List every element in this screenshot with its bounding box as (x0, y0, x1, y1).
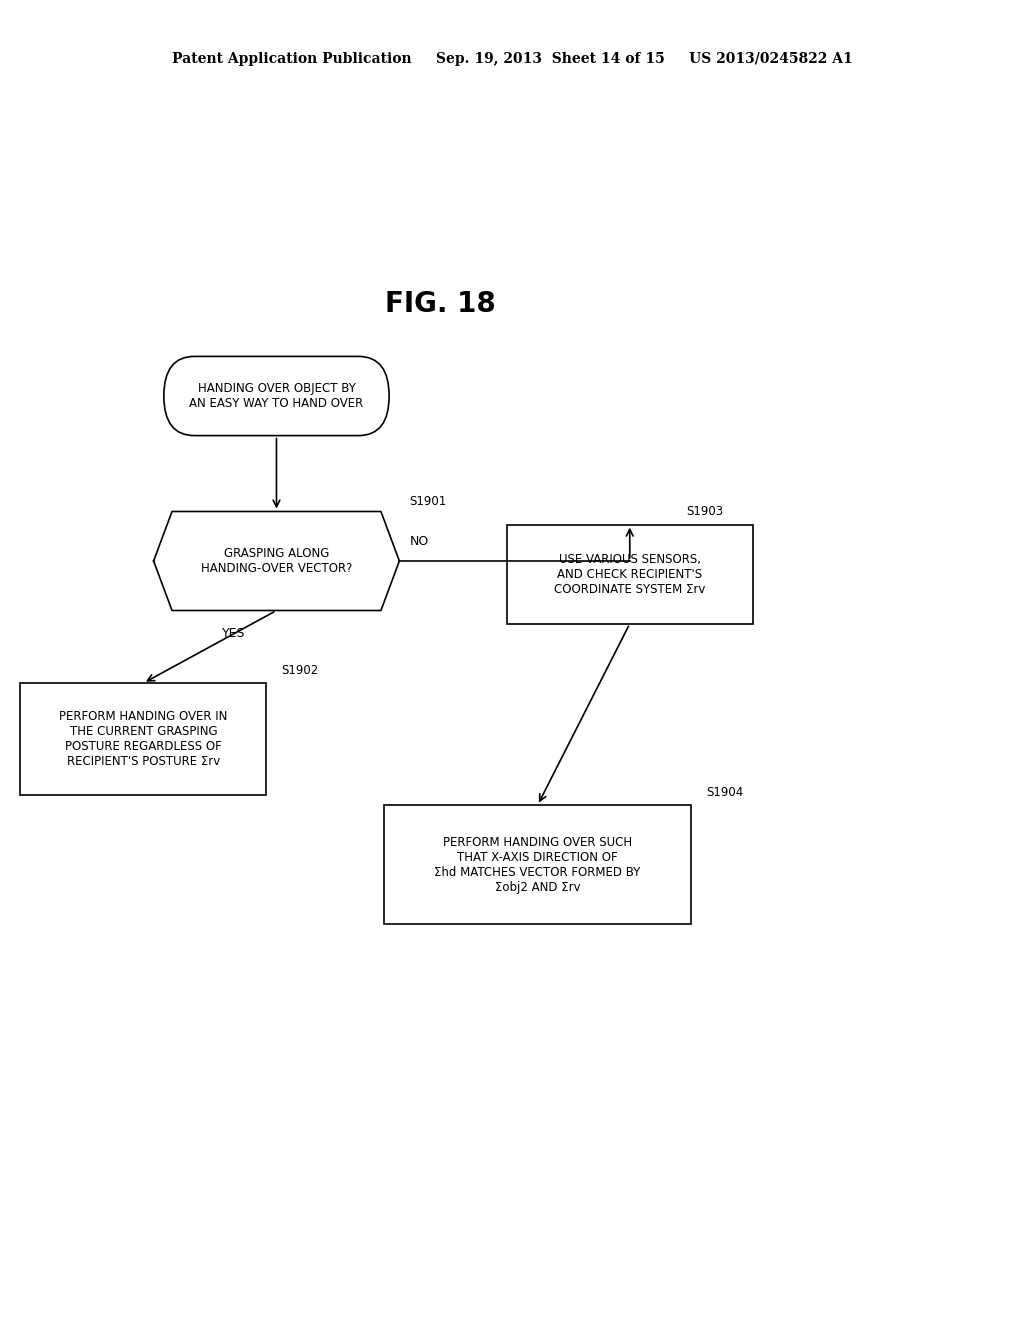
Text: S1902: S1902 (282, 664, 318, 676)
Text: GRASPING ALONG
HANDING-OVER VECTOR?: GRASPING ALONG HANDING-OVER VECTOR? (201, 546, 352, 576)
Text: USE VARIOUS SENSORS,
AND CHECK RECIPIENT'S
COORDINATE SYSTEM Σrv: USE VARIOUS SENSORS, AND CHECK RECIPIENT… (554, 553, 706, 595)
Text: S1901: S1901 (410, 495, 446, 508)
FancyBboxPatch shape (384, 805, 691, 924)
Text: YES: YES (222, 627, 246, 640)
Text: Patent Application Publication     Sep. 19, 2013  Sheet 14 of 15     US 2013/024: Patent Application Publication Sep. 19, … (172, 53, 852, 66)
Polygon shape (154, 512, 399, 610)
FancyBboxPatch shape (507, 525, 753, 624)
FancyBboxPatch shape (164, 356, 389, 436)
Text: S1903: S1903 (686, 506, 723, 519)
Text: PERFORM HANDING OVER SUCH
THAT X-AXIS DIRECTION OF
Σhd MATCHES VECTOR FORMED BY
: PERFORM HANDING OVER SUCH THAT X-AXIS DI… (434, 836, 641, 894)
Text: FIG. 18: FIG. 18 (385, 289, 496, 318)
Text: NO: NO (410, 535, 429, 548)
Text: S1904: S1904 (707, 785, 743, 799)
FancyBboxPatch shape (20, 682, 266, 795)
Text: PERFORM HANDING OVER IN
THE CURRENT GRASPING
POSTURE REGARDLESS OF
RECIPIENT'S P: PERFORM HANDING OVER IN THE CURRENT GRAS… (59, 710, 227, 768)
Text: HANDING OVER OBJECT BY
AN EASY WAY TO HAND OVER: HANDING OVER OBJECT BY AN EASY WAY TO HA… (189, 381, 364, 411)
